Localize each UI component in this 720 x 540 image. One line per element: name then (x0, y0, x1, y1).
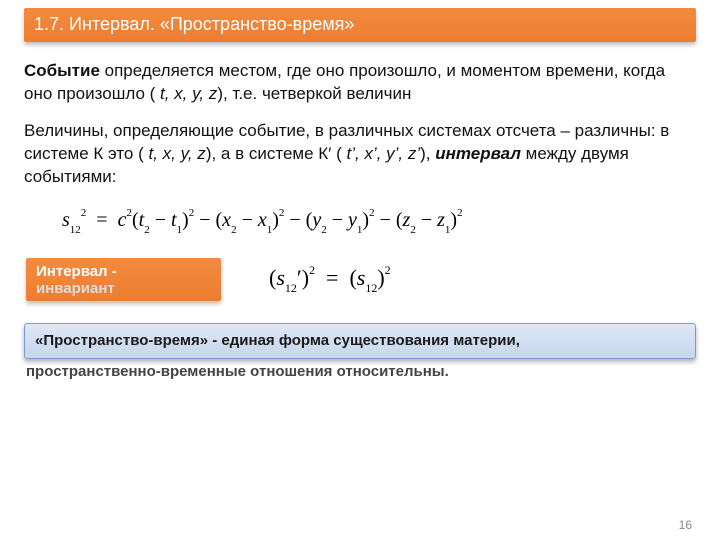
paragraph-2: Величины, определяющие событие, в различ… (24, 120, 696, 189)
definition-box: «Пространство-время» - единая форма суще… (24, 323, 696, 359)
p1-tail: ), т.е. четверкой величин (217, 84, 411, 103)
invariant-label-box: Интервал - инвариант (26, 258, 221, 302)
p1-vars: t, x, y, z (160, 84, 217, 103)
page-number: 16 (679, 518, 692, 532)
invariant-line2: инвариант (36, 280, 115, 297)
p2-interval: интервал (435, 144, 521, 163)
p2-vars1: t, x, y, z (149, 144, 206, 163)
section-header: 1.7. Интервал. «Пространство-время» (24, 8, 696, 42)
invariant-line1: Интервал - (36, 263, 117, 280)
p2-c: ), (420, 144, 435, 163)
paragraph-1: Событие определяется местом, где оно про… (24, 60, 696, 106)
p2-b: ), а в системе К′ ( (206, 144, 347, 163)
definition-cont-text: пространственно-временные отношения отно… (26, 363, 449, 380)
p2-vars2: t’, x’, y’, z’ (346, 144, 420, 163)
p1-lead: Событие (24, 61, 100, 80)
definition-text: «Пространство-время» - единая форма суще… (35, 332, 520, 349)
section-title: 1.7. Интервал. «Пространство-время» (34, 14, 354, 34)
definition-continuation: пространственно-временные отношения отно… (24, 363, 696, 380)
invariant-formula: (s12′)2 = (s12)2 (269, 265, 391, 294)
invariant-row: Интервал - инвариант (s12′)2 = (s12)2 (26, 258, 696, 302)
main-formula: s122 = c2(t2 − t1)2 − (x2 − x1)2 − (y2 −… (62, 209, 696, 234)
